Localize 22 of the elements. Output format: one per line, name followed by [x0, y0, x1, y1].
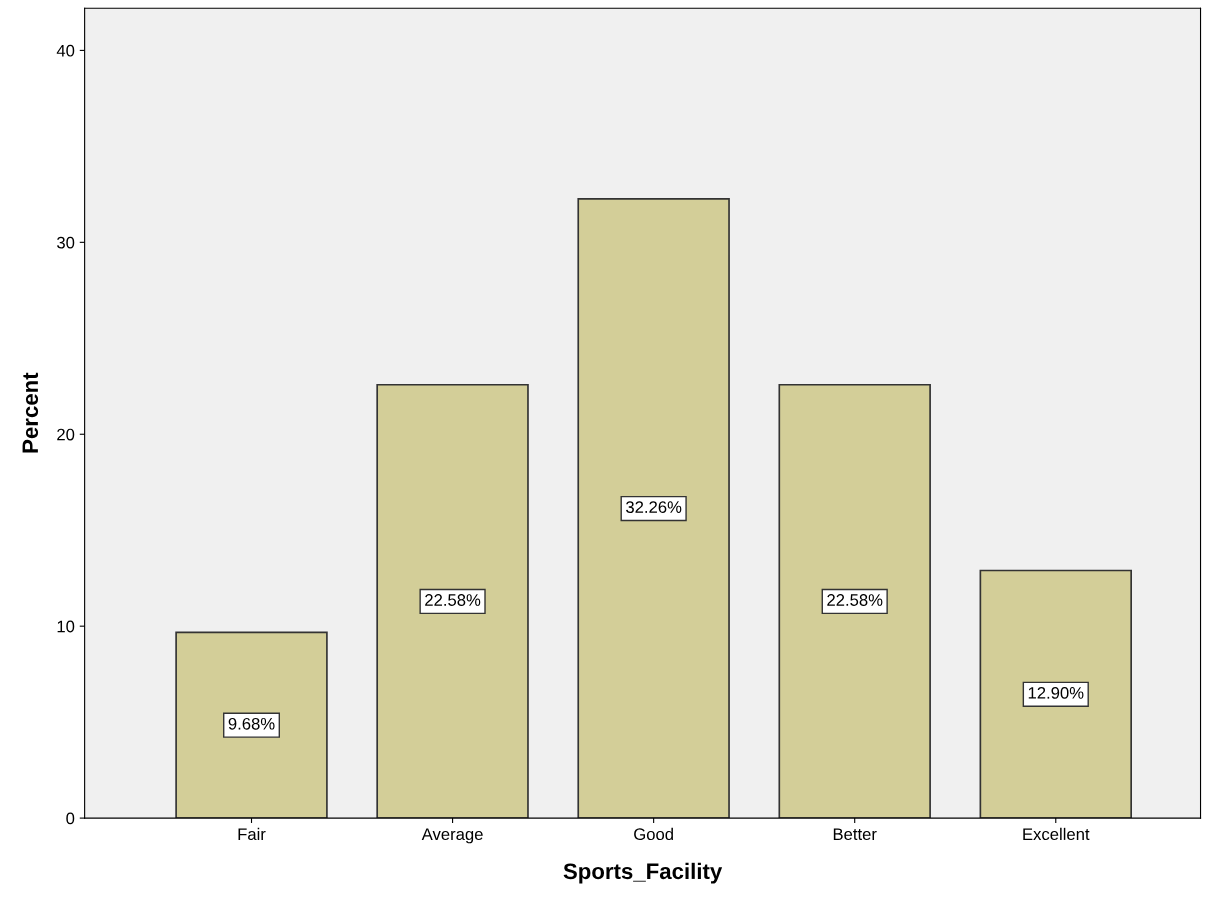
x-tick-label: Excellent: [1023, 827, 1090, 841]
y-tick-label: 10: [57, 620, 75, 633]
data-label: 22.58%: [425, 594, 481, 606]
bar: [577, 198, 730, 819]
y-tick-label: 30: [57, 236, 75, 249]
y-tick-label: 0: [66, 812, 75, 825]
y-tick-label: 20: [57, 428, 75, 441]
x-tick-label: Better: [833, 828, 877, 841]
x-tick-label: Good: [634, 827, 673, 841]
data-label: 12.90%: [1028, 686, 1084, 699]
data-label: 9.68%: [228, 717, 275, 730]
data-label: 32.26%: [626, 501, 682, 513]
bar: [778, 383, 931, 819]
data-label: 22.58%: [827, 594, 883, 606]
bar: [175, 631, 328, 819]
x-tick-label: Fair: [238, 827, 266, 841]
bar: [979, 569, 1133, 819]
y-tick-label: 40: [56, 44, 75, 57]
bar: [376, 383, 529, 819]
x-tick-label: Average: [421, 828, 483, 844]
x-axis-title: Sports_Facility: [563, 862, 723, 884]
y-axis-title: Percent: [22, 372, 39, 453]
